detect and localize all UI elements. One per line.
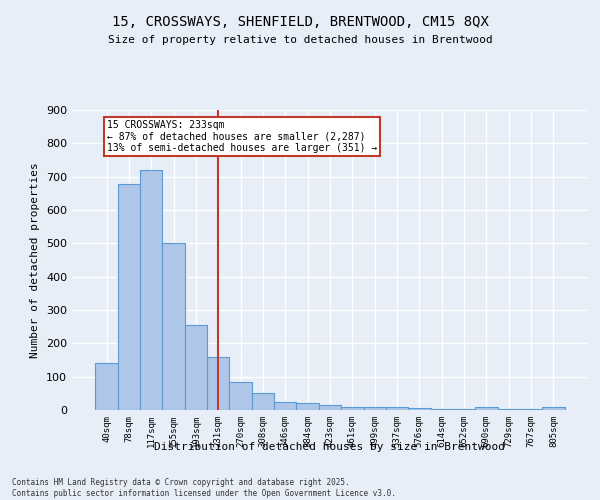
Bar xyxy=(319,405,341,410)
Bar xyxy=(341,406,364,410)
Bar xyxy=(229,382,252,410)
Bar xyxy=(95,364,118,410)
Bar xyxy=(207,358,229,410)
Bar xyxy=(118,184,140,410)
Bar xyxy=(163,244,185,410)
Bar xyxy=(408,408,431,410)
Text: 15 CROSSWAYS: 233sqm
← 87% of detached houses are smaller (2,287)
13% of semi-de: 15 CROSSWAYS: 233sqm ← 87% of detached h… xyxy=(107,120,377,153)
Bar xyxy=(185,325,207,410)
Bar xyxy=(296,404,319,410)
Bar xyxy=(364,406,386,410)
Text: Distribution of detached houses by size in Brentwood: Distribution of detached houses by size … xyxy=(155,442,505,452)
Bar xyxy=(542,408,565,410)
Bar xyxy=(274,402,296,410)
Text: Contains HM Land Registry data © Crown copyright and database right 2025.
Contai: Contains HM Land Registry data © Crown c… xyxy=(12,478,396,498)
Bar xyxy=(431,409,453,410)
Bar xyxy=(386,408,408,410)
Y-axis label: Number of detached properties: Number of detached properties xyxy=(31,162,40,358)
Bar xyxy=(140,170,163,410)
Text: Size of property relative to detached houses in Brentwood: Size of property relative to detached ho… xyxy=(107,35,493,45)
Text: 15, CROSSWAYS, SHENFIELD, BRENTWOOD, CM15 8QX: 15, CROSSWAYS, SHENFIELD, BRENTWOOD, CM1… xyxy=(112,15,488,29)
Bar xyxy=(475,408,497,410)
Bar xyxy=(252,394,274,410)
